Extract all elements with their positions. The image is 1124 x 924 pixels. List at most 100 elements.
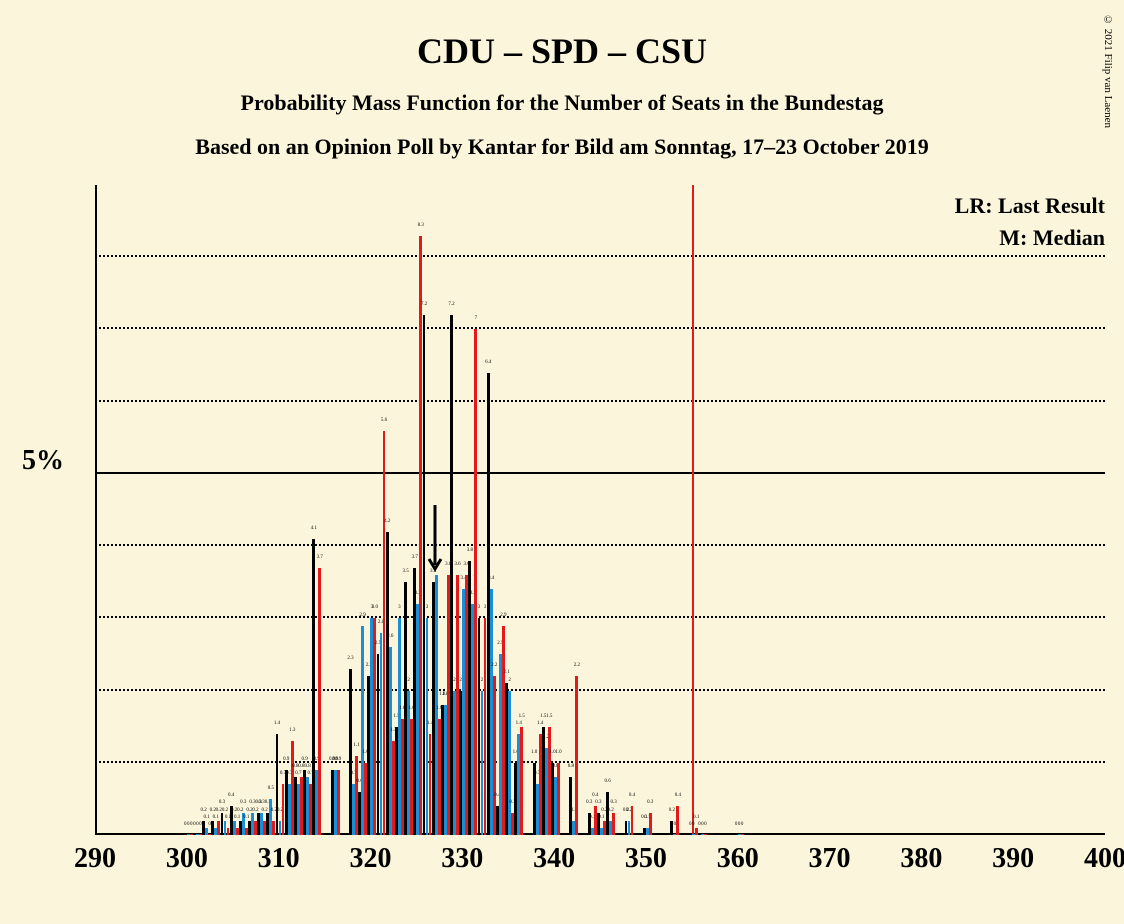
chart-title: CDU – SPD – CSU: [0, 0, 1124, 72]
bar-red: [676, 806, 679, 835]
chart-subtitle: Probability Mass Function for the Number…: [0, 90, 1124, 116]
x-tick-label: 290: [74, 843, 116, 875]
x-tick-label: 360: [717, 843, 759, 875]
bar-value-label: 0.2: [669, 808, 675, 813]
gridline: [95, 472, 1105, 474]
gridline: [95, 400, 1105, 402]
bar-value-label: 3.5: [402, 569, 408, 574]
bar-value-label: 1.0: [555, 750, 561, 755]
bar-value-label: 0.1: [234, 815, 240, 820]
bar-value-label: 3: [426, 605, 429, 610]
bar-red: [337, 770, 340, 835]
bar-value-label: 0: [704, 822, 707, 827]
bar-value-label: 2.9: [360, 613, 366, 618]
bar-value-label: 3.6: [454, 562, 460, 567]
bar-value-label: 2: [407, 678, 410, 683]
bar-value-label: 3.7: [317, 555, 323, 560]
bar-red: [649, 813, 652, 835]
median-arrow: [427, 505, 443, 575]
bar-value-label: 2.2: [491, 663, 497, 668]
bar-value-label: 0.6: [604, 779, 610, 784]
bar-value-label: 0.2: [607, 808, 613, 813]
bar-value-label: 2.3: [347, 656, 353, 661]
bar-value-label: 0.2: [262, 808, 268, 813]
bar-value-label: 0.5: [268, 786, 274, 791]
chart-subtitle-2: Based on an Opinion Poll by Kantar for B…: [0, 134, 1124, 160]
y-axis-label: 5%: [22, 445, 64, 477]
bar-value-label: 0.1: [203, 815, 209, 820]
bar-red: [612, 813, 615, 835]
bar-value-label: 0.4: [592, 793, 598, 798]
bar-value-label: 3: [398, 605, 401, 610]
bar-value-label: 1.4: [516, 721, 522, 726]
bar-value-label: 2.1: [503, 670, 509, 675]
bar-red: [575, 676, 578, 835]
bar-value-label: 4.1: [311, 526, 317, 531]
bar-value-label: 0.2: [222, 808, 228, 813]
bar-value-label: 0.1: [213, 815, 219, 820]
x-tick-label: 310: [258, 843, 300, 875]
x-tick-label: 350: [625, 843, 667, 875]
bar-value-label: 0.4: [629, 793, 635, 798]
x-tick-label: 300: [166, 843, 208, 875]
bar-value-label: 0.8: [568, 764, 574, 769]
bar-value-label: 0.3: [647, 800, 653, 805]
bar-red: [631, 806, 634, 835]
bar-value-label: 0: [692, 822, 695, 827]
gridline: [95, 327, 1105, 329]
bar-value-label: 4.2: [384, 519, 390, 524]
bar-value-label: 0.3: [586, 800, 592, 805]
bar-value-label: 0.1: [693, 815, 699, 820]
x-tick-label: 330: [441, 843, 483, 875]
bar-value-label: 0.9: [283, 757, 289, 762]
x-tick-label: 320: [349, 843, 391, 875]
bar-value-label: 1.5: [546, 714, 552, 719]
bar-red: [557, 763, 560, 835]
bar-value-label: 0.4: [228, 793, 234, 798]
bar-value-label: 5.6: [381, 418, 387, 423]
bar-value-label: 2.6: [387, 634, 393, 639]
bar-value-label: 7.2: [448, 302, 454, 307]
bar-value-label: 1.5: [519, 714, 525, 719]
bar-value-label: 2.9: [500, 613, 506, 618]
gridline: [95, 255, 1105, 257]
bar-value-label: 3.0: [372, 605, 378, 610]
x-tick-label: 390: [992, 843, 1034, 875]
bar-value-label: 0.1: [243, 815, 249, 820]
plot-region: 0000000.20.100.20.10.20.30.20.10.40.20.1…: [95, 185, 1105, 835]
bar-value-label: 0: [741, 822, 744, 827]
bar-value-label: 6.4: [485, 360, 491, 365]
x-tick-label: 400: [1084, 843, 1124, 875]
bar-value-label: 1.1: [353, 743, 359, 748]
bar-value-label: 0.3: [610, 800, 616, 805]
bar-value-label: 0.4: [675, 793, 681, 798]
chart-plot-area: LR: Last Result M: Median 0000000.20.100…: [95, 185, 1105, 835]
bar-value-label: 0.3: [595, 800, 601, 805]
bar-red: [741, 834, 744, 835]
bar-value-label: 3.4: [488, 576, 494, 581]
bar-value-label: 7: [475, 316, 478, 321]
copyright-text: © 2021 Filip van Laenen: [1102, 14, 1114, 128]
bar-value-label: 0.1: [598, 815, 604, 820]
gridline: [95, 544, 1105, 546]
y-axis-line: [95, 185, 97, 835]
bar-value-label: 0.3: [219, 800, 225, 805]
bar-value-label: 8.3: [418, 223, 424, 228]
bar-value-label: 2: [508, 678, 511, 683]
bar-value-label: 0.8: [304, 764, 310, 769]
bar-red: [704, 834, 707, 835]
bar-red: [520, 727, 523, 835]
bar-value-label: 0.3: [240, 800, 246, 805]
bar-value-label: 0.9: [335, 757, 341, 762]
bar-value-label: 0.2: [252, 808, 258, 813]
bar-value-label: 0.2: [200, 808, 206, 813]
bar-red: [318, 568, 321, 835]
gridline: [95, 761, 1105, 763]
bar-value-label: 1.0: [531, 750, 537, 755]
bar-value-label: 1.4: [274, 721, 280, 726]
bar-value-label: 3.8: [467, 548, 473, 553]
x-tick-label: 380: [900, 843, 942, 875]
bar-value-label: 0.2: [237, 808, 243, 813]
bar-value-label: 1.3: [289, 728, 295, 733]
bar-value-label: 0.7: [295, 771, 301, 776]
